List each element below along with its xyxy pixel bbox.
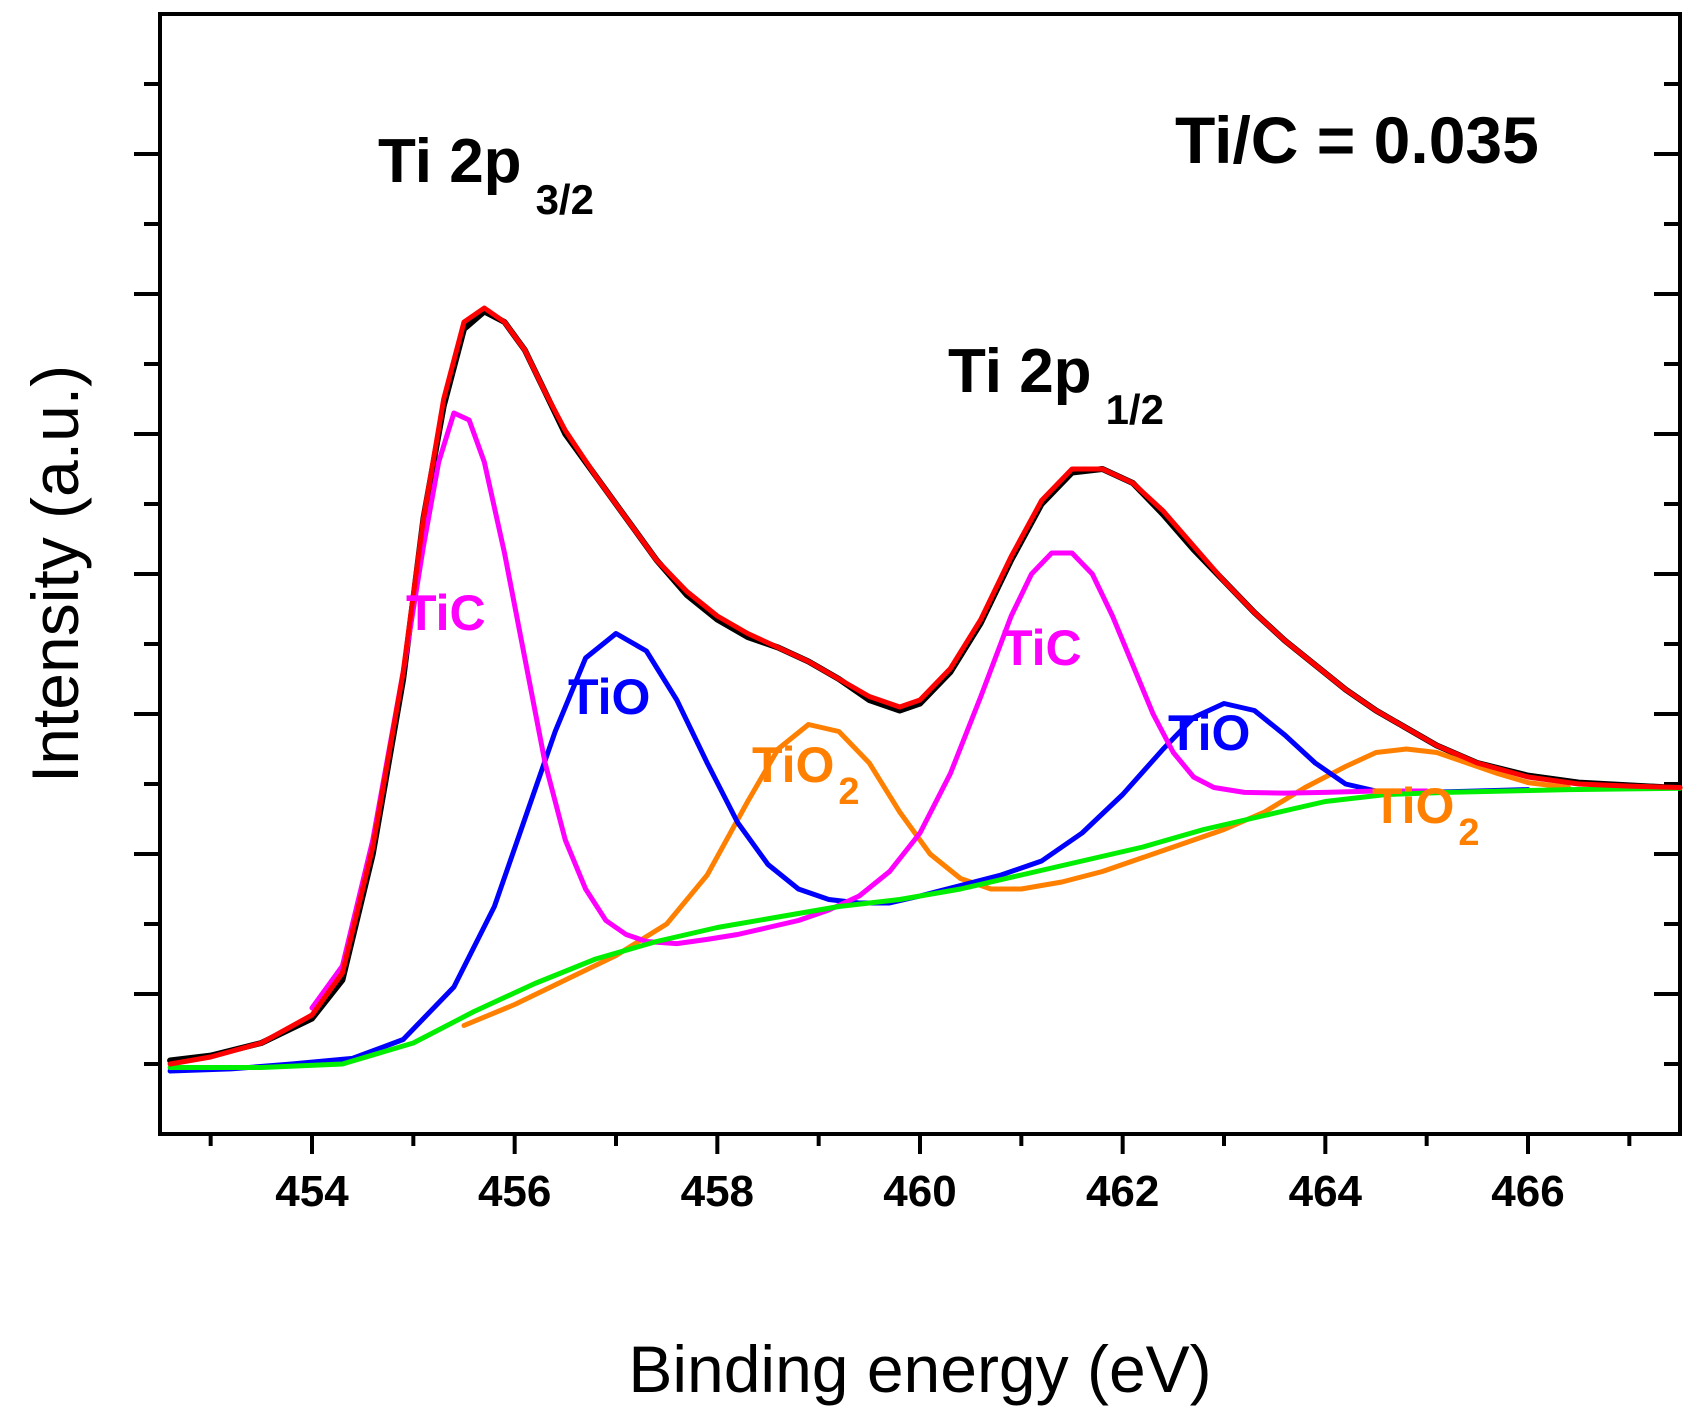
label-tio2-2: TiO 2 bbox=[1372, 778, 1480, 854]
series-line-envelope bbox=[167, 305, 1683, 1067]
label-tio2-2-main: TiO bbox=[1372, 778, 1454, 834]
label-tio2-1-main: TiO bbox=[752, 737, 834, 793]
x-axis-title: Binding energy (eV) bbox=[628, 1332, 1211, 1406]
series-line-raw bbox=[167, 308, 1673, 1064]
series-line-background bbox=[167, 785, 1683, 1070]
x-tick-label: 460 bbox=[883, 1167, 956, 1216]
x-tick-label: 454 bbox=[275, 1167, 349, 1216]
label-tic-2: TiC bbox=[1002, 620, 1082, 676]
y-axis-title: Intensity (a.u.) bbox=[18, 365, 92, 783]
label-tio-1: TiO bbox=[568, 669, 650, 725]
annotation-ti2p32-main: Ti 2p bbox=[378, 127, 522, 196]
x-tick-label: 464 bbox=[1289, 1167, 1363, 1216]
x-tick-label: 456 bbox=[478, 1167, 551, 1216]
label-tio2-1: TiO 2 bbox=[752, 737, 860, 813]
label-tic-1: TiC bbox=[406, 585, 486, 641]
x-tick-label: 462 bbox=[1086, 1167, 1159, 1216]
annotation-ti2p32-sub: 3/2 bbox=[536, 176, 594, 223]
x-tick-labels: 454 456 458 460 462 464 466 bbox=[275, 1167, 1564, 1216]
x-tick-label: 466 bbox=[1491, 1167, 1564, 1216]
series-line-TiO2 bbox=[461, 722, 1571, 1028]
x-tick-label: 458 bbox=[681, 1167, 754, 1216]
annotation-ti2p12-sub: 1/2 bbox=[1106, 386, 1164, 433]
annotation-ti2p32: Ti 2p 3/2 bbox=[378, 127, 594, 223]
label-tio2-1-sub: 2 bbox=[838, 771, 859, 813]
annotation-ti2p12: Ti 2p 1/2 bbox=[948, 337, 1164, 433]
series-line-TiC bbox=[309, 410, 1430, 1011]
label-tio2-2-sub: 2 bbox=[1458, 812, 1479, 854]
series-group bbox=[167, 305, 1683, 1074]
label-tio-2: TiO bbox=[1168, 705, 1250, 761]
axis-ticks bbox=[134, 82, 1680, 1154]
annotation-ti2p12-main: Ti 2p bbox=[948, 337, 1092, 406]
annotation-ratio: Ti/C = 0.035 bbox=[1175, 103, 1539, 177]
